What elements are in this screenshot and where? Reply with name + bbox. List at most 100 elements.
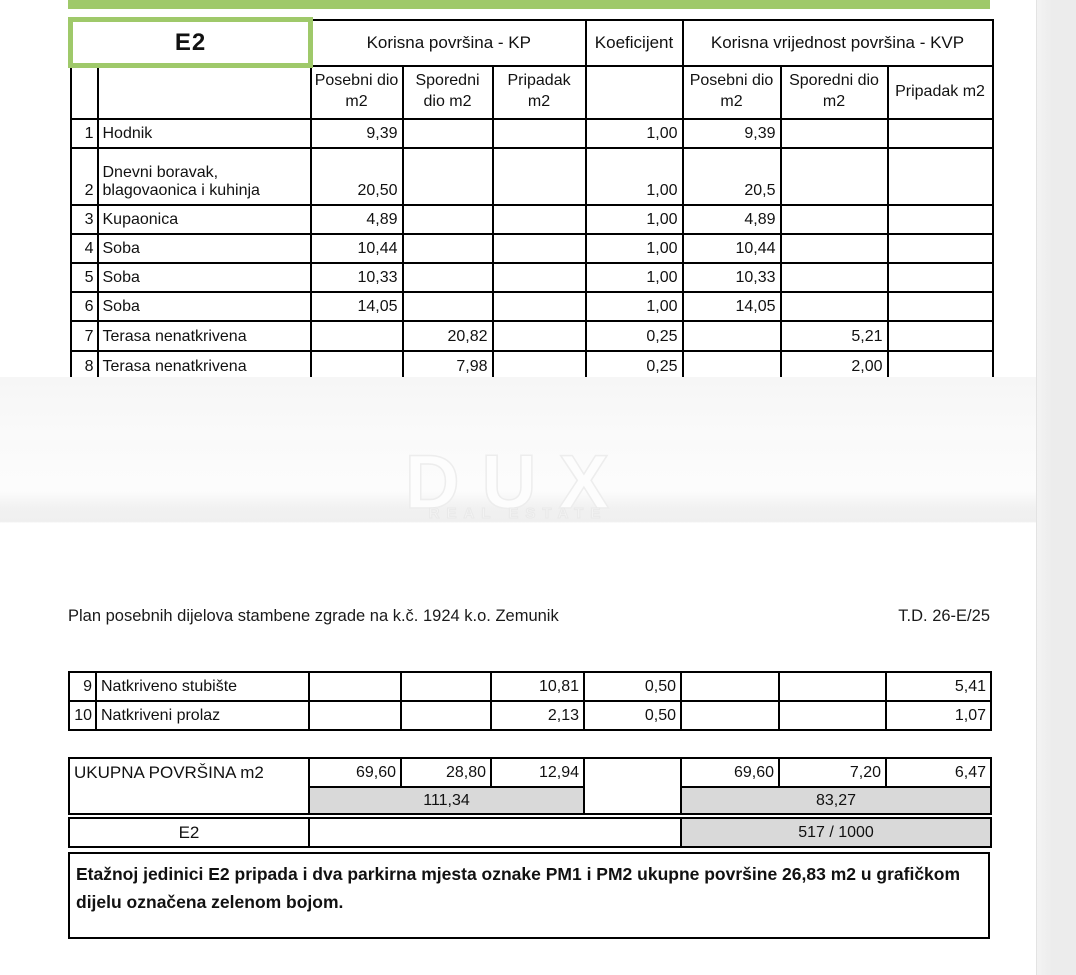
kp-posebni-cell bbox=[309, 319, 404, 352]
share-row: E2 517 / 1000 bbox=[68, 817, 992, 848]
kvp-pripadak-total: 6,47 bbox=[885, 757, 993, 788]
kvp-pripadak-cell bbox=[886, 117, 994, 149]
room-name-cell: Dnevni boravak, blagovaonica i kuhinja bbox=[96, 146, 312, 206]
koef-cell: 0,25 bbox=[584, 349, 684, 382]
kvp-sporedni-header: Sporedni dio m2 bbox=[779, 64, 889, 120]
page-divider: DUX REAL ESTATE bbox=[0, 377, 1036, 526]
kp-sporedni-total: 28,80 bbox=[400, 757, 493, 788]
room-name-cell: Hodnik bbox=[96, 117, 312, 149]
dux-watermark: DUX bbox=[404, 439, 632, 526]
totals-values-row: UKUPNA POVRŠINA m2 69,60 28,80 12,94 69,… bbox=[67, 757, 993, 815]
kvp-sporedni-cell bbox=[779, 232, 889, 264]
koef-cell: 1,00 bbox=[584, 261, 684, 293]
kvp-posebni-cell: 20,5 bbox=[681, 146, 782, 206]
kp-sporedni-cell bbox=[400, 671, 492, 702]
kvp-pripadak-cell bbox=[886, 232, 994, 264]
koeficijent-header: Koeficijent bbox=[584, 18, 684, 67]
kvp-sporedni-cell bbox=[778, 700, 887, 731]
plan-title: Plan posebnih dijelova stambene zgrade n… bbox=[68, 607, 559, 625]
kvp-pripadak-header: Pripadak m2 bbox=[886, 64, 994, 120]
empty-header-cell bbox=[96, 64, 312, 120]
group-header-row: E2 Korisna površina - KP Koeficijent Kor… bbox=[67, 17, 994, 68]
empty-header-cell bbox=[584, 64, 684, 120]
row-number-cell: 10 bbox=[68, 700, 97, 731]
unit-id-cell: E2 bbox=[68, 817, 310, 848]
kvp-sporedni-cell bbox=[779, 203, 889, 235]
kvp-sporedni-cell bbox=[779, 261, 889, 293]
table-row: 9 Natkriveno stubište 10,81 0,50 5,41 bbox=[68, 671, 992, 702]
real-estate-watermark: REAL ESTATE bbox=[428, 505, 608, 523]
kp-posebni-cell: 9,39 bbox=[309, 117, 404, 149]
kvp-pripadak-cell bbox=[886, 261, 994, 293]
kvp-posebni-cell: 14,05 bbox=[681, 290, 782, 322]
kp-posebni-cell: 20,50 bbox=[309, 146, 404, 206]
kvp-posebni-total: 69,60 bbox=[680, 757, 781, 788]
kp-pripadak-cell bbox=[491, 232, 587, 264]
viewer-right-margin bbox=[1036, 0, 1076, 975]
kp-sporedni-cell bbox=[401, 117, 494, 149]
koef-empty-cell bbox=[583, 757, 683, 815]
totals-label: UKUPNA POVRŠINA m2 bbox=[67, 757, 311, 815]
totals-table: UKUPNA POVRŠINA m2 69,60 28,80 12,94 69,… bbox=[67, 757, 993, 815]
kp-posebni-cell bbox=[309, 349, 404, 382]
kp-posebni-header: Posebni dio m2 bbox=[309, 64, 404, 120]
koef-cell: 1,00 bbox=[584, 232, 684, 264]
kvp-pripadak-cell bbox=[886, 290, 994, 322]
koef-cell: 1,00 bbox=[584, 117, 684, 149]
row-number-cell: 1 bbox=[69, 117, 99, 149]
kp-group-header: Korisna površina - KP bbox=[309, 18, 587, 67]
kvp-pripadak-cell bbox=[886, 349, 994, 382]
kp-posebni-cell bbox=[308, 671, 402, 702]
kp-pripadak-cell bbox=[491, 146, 587, 206]
kp-sporedni-header: Sporedni dio m2 bbox=[401, 64, 494, 120]
row-number-cell: 4 bbox=[69, 232, 99, 264]
kp-pripadak-cell: 2,13 bbox=[490, 700, 585, 731]
table-row: 10 Natkriveni prolaz 2,13 0,50 1,07 bbox=[68, 700, 992, 731]
green-top-bar bbox=[68, 0, 990, 9]
kvp-pripadak-cell bbox=[886, 203, 994, 235]
table-row: 3 Kupaonica 4,89 1,00 4,89 bbox=[69, 203, 994, 235]
kp-pripadak-header: Pripadak m2 bbox=[491, 64, 587, 120]
room-name-cell: Natkriveno stubište bbox=[95, 671, 310, 702]
table-row: 8 Terasa nenatkrivena 7,98 0,25 2,00 bbox=[69, 349, 994, 382]
kvp-posebni-cell: 10,33 bbox=[681, 261, 782, 293]
table-row: 1 Hodnik 9,39 1,00 9,39 bbox=[69, 117, 994, 149]
koef-cell: 0,50 bbox=[583, 700, 682, 731]
empty-cell bbox=[308, 817, 682, 848]
kvp-posebni-cell: 10,44 bbox=[681, 232, 782, 264]
table-row: 2 Dnevni boravak, blagovaonica i kuhinja… bbox=[69, 146, 994, 206]
parking-note: Etažnoj jedinici E2 pripada i dva parkir… bbox=[68, 852, 990, 939]
row-number-cell: 5 bbox=[69, 261, 99, 293]
kvp-grand-total: 83,27 bbox=[680, 786, 993, 815]
kp-grand-total: 111,34 bbox=[308, 786, 586, 815]
kvp-posebni-cell bbox=[681, 349, 782, 382]
kvp-sporedni-cell bbox=[779, 146, 889, 206]
kp-sporedni-cell bbox=[400, 700, 492, 731]
kp-pripadak-total: 12,94 bbox=[490, 757, 586, 788]
kvp-sporedni-cell bbox=[778, 671, 887, 702]
room-name-cell: Kupaonica bbox=[96, 203, 312, 235]
kvp-posebni-cell: 9,39 bbox=[681, 117, 782, 149]
totals-sum-row: 111,34 83,27 bbox=[69, 786, 993, 815]
kvp-posebni-cell bbox=[680, 671, 780, 702]
kp-posebni-cell: 10,33 bbox=[309, 261, 404, 293]
table-row: 7 Terasa nenatkrivena 20,82 0,25 5,21 bbox=[69, 319, 994, 352]
table-row: 5 Soba 10,33 1,00 10,33 bbox=[69, 261, 994, 293]
page2-caption: Plan posebnih dijelova stambene zgrade n… bbox=[68, 607, 990, 626]
kvp-posebni-cell bbox=[681, 319, 782, 352]
kp-sporedni-cell: 7,98 bbox=[401, 349, 494, 382]
kvp-sporedni-cell: 2,00 bbox=[779, 349, 889, 382]
unit-id-cell: E2 bbox=[67, 17, 314, 68]
kvp-pripadak-cell bbox=[886, 146, 994, 206]
room-name-cell: Soba bbox=[96, 261, 312, 293]
kp-pripadak-cell: 10,81 bbox=[490, 671, 585, 702]
kp-pripadak-cell bbox=[491, 290, 587, 322]
kvp-pripadak-cell bbox=[886, 319, 994, 352]
koef-cell: 1,00 bbox=[584, 290, 684, 322]
kvp-posebni-header: Posebni dio m2 bbox=[681, 64, 782, 120]
room-name-cell: Soba bbox=[96, 232, 312, 264]
document-page: E2 Korisna površina - KP Koeficijent Kor… bbox=[0, 0, 1036, 939]
kvp-sporedni-total: 7,20 bbox=[778, 757, 888, 788]
kvp-posebni-cell bbox=[680, 700, 780, 731]
kp-sporedni-cell bbox=[401, 290, 494, 322]
